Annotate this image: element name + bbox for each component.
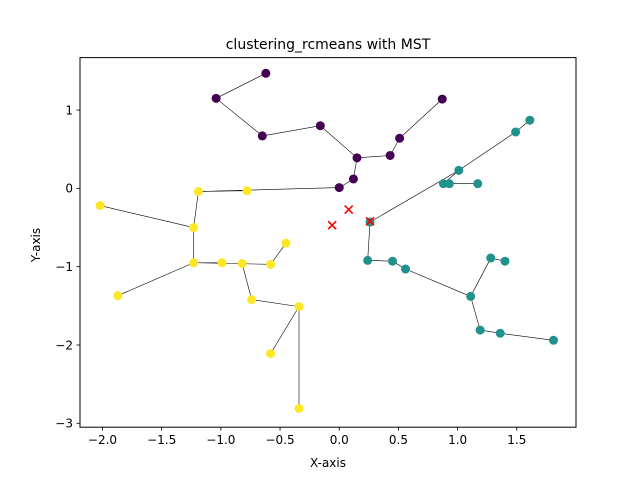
data-point: [257, 131, 267, 141]
data-point: [486, 253, 496, 263]
data-point: [475, 325, 485, 335]
data-point: [363, 255, 373, 265]
data-point: [281, 238, 291, 248]
mst-edge: [470, 257, 492, 297]
mst-edge: [458, 131, 516, 171]
data-point: [261, 68, 271, 78]
data-point: [189, 223, 199, 233]
mst-edge: [193, 262, 271, 265]
mst-edge: [470, 296, 481, 331]
data-point: [242, 186, 252, 196]
data-point: [294, 302, 304, 312]
axis-ticks: −2.0 −1.5 −1.0 −0.5 0.0 0.5 1.0 1.5 −3 −2 −1 0 1: [55, 103, 526, 447]
y-tick-label: −3: [55, 417, 73, 431]
x-tick-label: −0.5: [265, 433, 294, 447]
mst-edge: [215, 72, 266, 99]
data-point: [211, 93, 221, 103]
mst-edge: [117, 262, 194, 296]
data-point: [237, 259, 247, 269]
mst-edge: [405, 268, 471, 297]
data-point: [113, 291, 123, 301]
y-tick-label: 1: [65, 103, 73, 117]
data-point: [401, 264, 411, 274]
data-point: [444, 179, 454, 189]
cluster-center-marker: [365, 216, 375, 226]
mst-edge: [367, 222, 371, 261]
data-point: [266, 259, 276, 269]
data-point: [294, 403, 304, 413]
x-axis-label: X-axis: [310, 456, 346, 470]
data-point: [495, 328, 505, 338]
data-point: [348, 174, 358, 184]
mst-edge: [262, 125, 321, 137]
x-tick-label: 0.0: [330, 433, 349, 447]
mst-edge: [215, 98, 263, 137]
x-tick-label: −1.0: [206, 433, 235, 447]
cluster-centers: [327, 204, 375, 230]
mst-edge: [198, 190, 247, 192]
data-point: [334, 183, 344, 193]
data-point: [454, 165, 464, 175]
mst-edge: [241, 263, 252, 300]
x-tick-label: 0.5: [389, 433, 408, 447]
data-point: [385, 150, 395, 160]
mst-edge: [369, 170, 459, 223]
mst-edge: [356, 155, 391, 159]
data-point: [549, 335, 559, 345]
data-point: [193, 187, 203, 197]
mst-edge: [500, 332, 554, 341]
x-tick-label: −1.5: [147, 433, 176, 447]
data-points: [95, 68, 559, 413]
data-point: [473, 179, 483, 189]
data-point: [189, 258, 199, 268]
mst-edge: [270, 306, 300, 354]
cluster-center-marker: [327, 220, 337, 230]
data-point: [352, 153, 362, 163]
data-point: [525, 115, 535, 125]
data-point: [266, 349, 276, 359]
data-point: [500, 256, 510, 266]
data-point: [466, 291, 476, 301]
y-tick-label: −2: [55, 338, 73, 352]
y-tick-label: −1: [55, 260, 73, 274]
chart-title: clustering_rcmeans with MST: [226, 37, 431, 53]
data-point: [217, 258, 227, 268]
mst-edge: [251, 299, 300, 307]
data-point: [395, 133, 405, 143]
cluster-center-marker: [344, 204, 354, 215]
mst-edge: [320, 125, 358, 159]
y-axis-label: Y-axis: [29, 228, 43, 263]
data-point: [247, 295, 257, 305]
x-tick-label: 1.0: [448, 433, 467, 447]
data-point: [437, 94, 447, 104]
data-point: [315, 121, 325, 131]
mst-edge: [193, 191, 199, 228]
plot-frame: [79, 57, 577, 428]
center-marker-stroke: [365, 216, 375, 226]
mst-edge: [100, 205, 194, 228]
center-marker-stroke: [327, 220, 337, 230]
x-tick-label: 1.5: [507, 433, 526, 447]
data-point: [95, 201, 105, 211]
data-point: [388, 256, 398, 266]
center-marker-stroke: [344, 204, 354, 215]
mst-edge: [399, 98, 443, 139]
y-tick-label: 0: [65, 182, 73, 196]
data-point: [511, 127, 521, 137]
x-tick-label: −2.0: [88, 433, 117, 447]
